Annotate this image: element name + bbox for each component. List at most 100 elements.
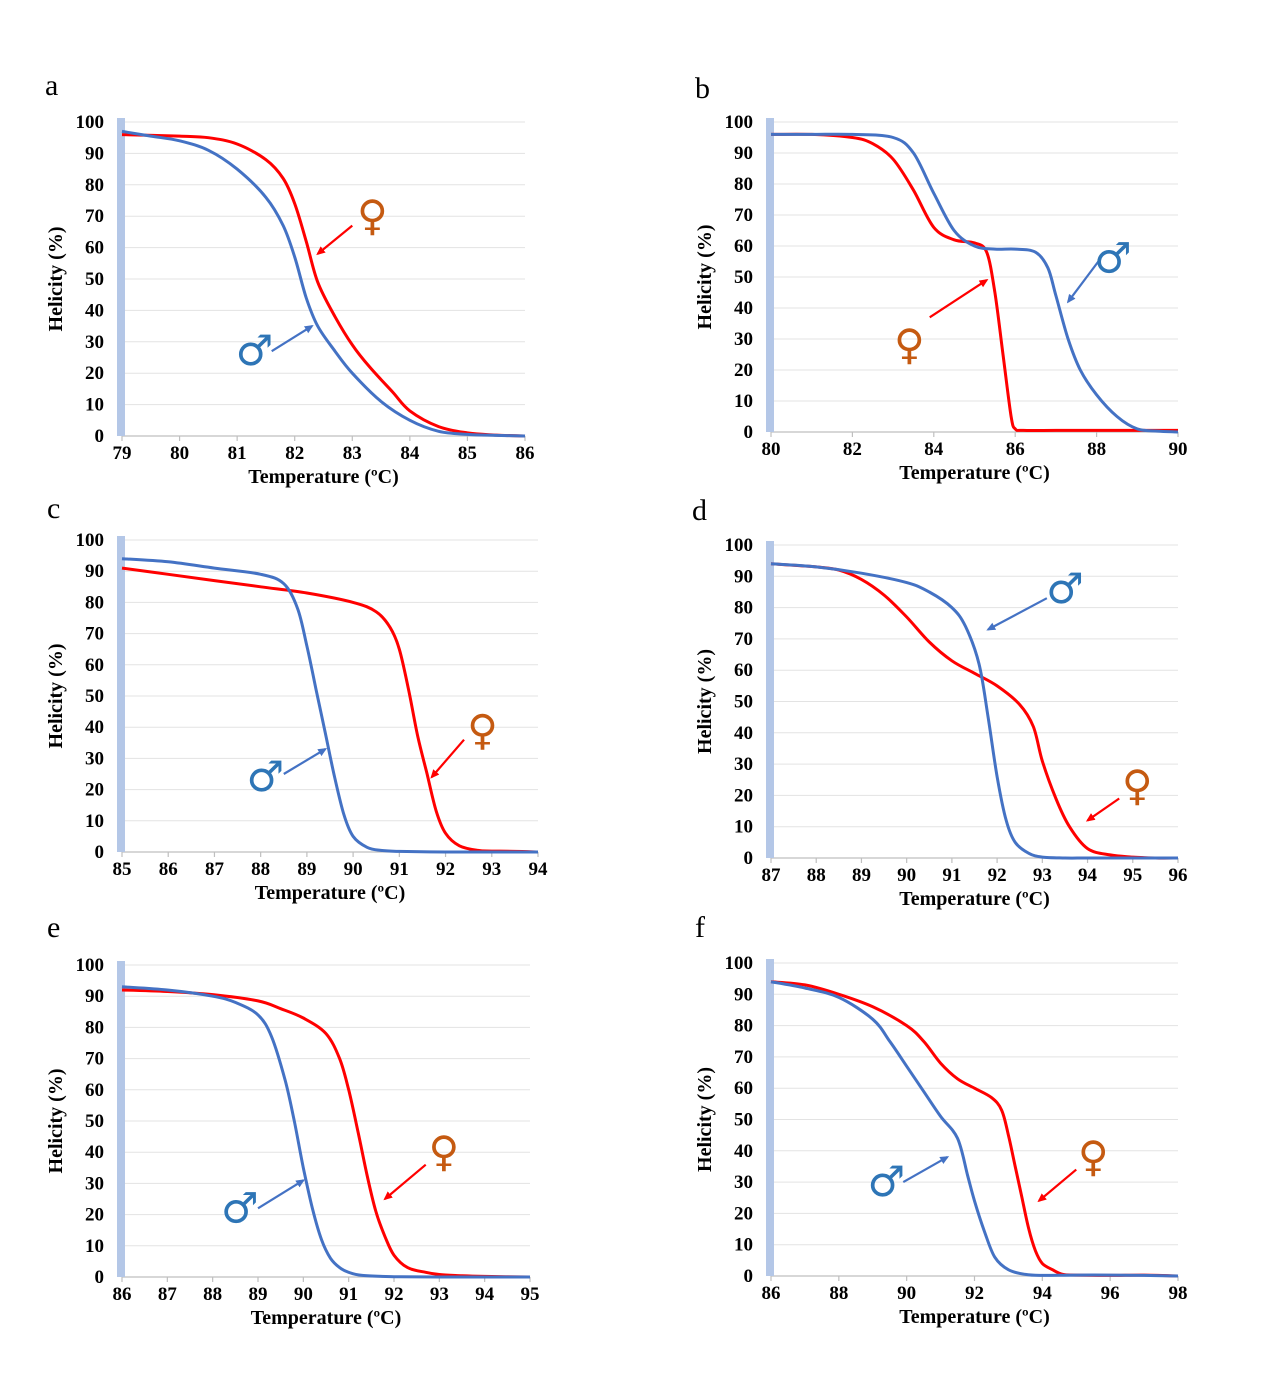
y-tick-label: 10: [85, 1236, 104, 1257]
y-tick-label: 80: [734, 174, 753, 195]
y-tick-label: 100: [725, 112, 754, 133]
y-tick-label: 0: [95, 1267, 105, 1288]
y-tick-label: 70: [734, 629, 753, 650]
x-tick-label: 80: [170, 443, 189, 464]
y-tick-label: 0: [95, 426, 105, 447]
x-axis-title: Temperature (ºC): [248, 466, 398, 488]
y-tick-label: 20: [85, 1205, 104, 1226]
male-symbol-icon: ♂: [221, 1183, 259, 1232]
x-tick-label: 86: [516, 443, 535, 464]
panel-a: a 0 10 20 30 40 50 60 70 80 90 100 79 80 81 82 83 84 85 86…: [45, 69, 535, 488]
x-tick-label: 85: [458, 443, 477, 464]
x-tick-label: 98: [1169, 1283, 1188, 1304]
male-symbol-icon: ♂: [867, 1157, 905, 1206]
y-tick-label: 0: [744, 422, 754, 443]
x-tick-label: 90: [344, 859, 363, 880]
female-series-line: [121, 988, 531, 1279]
male-symbol-icon: ♂: [1046, 564, 1084, 613]
x-tick-label: 92: [385, 1284, 404, 1305]
x-tick-label: 86: [113, 1284, 132, 1305]
female-arrow: [1085, 797, 1120, 822]
y-tick-label: 10: [734, 1235, 753, 1256]
x-tick-label: 86: [762, 1283, 781, 1304]
y-tick-label: 0: [744, 848, 754, 869]
y-tick-label: 40: [734, 298, 753, 319]
y-tick-label: 100: [725, 535, 754, 556]
male-arrow: [902, 1156, 950, 1184]
x-tick-label: 84: [400, 443, 420, 464]
female-series-line: [770, 132, 1178, 433]
y-axis-title: Helicity (%): [45, 644, 67, 749]
y-tick-label: 50: [85, 686, 104, 707]
y-tick-label: 20: [734, 785, 753, 806]
x-tick-label: 90: [1169, 439, 1188, 460]
y-tick-label: 30: [85, 748, 104, 769]
x-tick-label: 87: [205, 859, 225, 880]
x-tick-label: 82: [285, 443, 304, 464]
y-tick-label: 100: [725, 953, 754, 974]
y-axis-title: Helicity (%): [45, 227, 67, 332]
x-axis-title: Temperature (ºC): [899, 888, 1049, 910]
y-tick-label: 60: [734, 660, 753, 681]
y-tick-label: 50: [734, 267, 753, 288]
panel-f: f 0 10 20 30 40 50 60 70 80 90 100 86 88 90 92 94 96 98 Te…: [694, 911, 1188, 1328]
y-tick-label: 20: [85, 363, 104, 384]
y-tick-label: 30: [85, 332, 104, 353]
y-tick-label: 30: [734, 1172, 753, 1193]
y-tick-label: 80: [85, 592, 104, 613]
y-tick-label: 100: [76, 955, 105, 976]
panel-label: a: [45, 69, 58, 102]
x-axis-title: Temperature (ºC): [899, 462, 1049, 484]
y-tick-label: 10: [85, 811, 104, 832]
y-axis-title: Helicity (%): [694, 1067, 716, 1172]
x-tick-label: 89: [852, 865, 871, 886]
y-tick-label: 10: [734, 817, 753, 838]
x-tick-label: 92: [965, 1283, 984, 1304]
x-tick-label: 88: [829, 1283, 848, 1304]
x-tick-label: 90: [897, 1283, 916, 1304]
x-tick-label: 96: [1101, 1283, 1120, 1304]
x-tick-label: 94: [1033, 1283, 1053, 1304]
x-tick-label: 91: [390, 859, 409, 880]
x-tick-label: 87: [762, 865, 782, 886]
x-tick-label: 88: [1087, 439, 1106, 460]
panel-label: e: [47, 911, 60, 944]
x-tick-label: 81: [228, 443, 247, 464]
y-tick-label: 40: [85, 300, 104, 321]
male-symbol-icon: ♂: [236, 326, 274, 375]
y-tick-label: 40: [85, 717, 104, 738]
panel-b: b 0 10 20 30 40 50 60 70 80 90 100 80 82 84 86 88 90 Temp…: [694, 72, 1188, 484]
x-tick-label: 94: [529, 859, 549, 880]
x-tick-label: 89: [297, 859, 316, 880]
y-axis-bar: [117, 536, 125, 852]
x-tick-label: 86: [159, 859, 178, 880]
male-series-line: [770, 562, 1178, 860]
y-axis-bar: [117, 961, 125, 1277]
x-tick-label: 93: [482, 859, 501, 880]
y-tick-label: 0: [95, 842, 105, 863]
x-tick-label: 92: [988, 865, 1007, 886]
male-series-line: [770, 980, 1179, 1278]
x-tick-label: 90: [294, 1284, 313, 1305]
y-tick-label: 50: [85, 269, 104, 290]
female-arrow: [1037, 1168, 1077, 1203]
y-tick-label: 70: [85, 1049, 104, 1070]
female-symbol-icon: ♀: [357, 191, 388, 240]
female-symbol-icon: ♀: [1122, 761, 1153, 810]
y-axis-title: Helicity (%): [45, 1069, 67, 1174]
panel-label: d: [692, 494, 707, 527]
y-tick-label: 70: [85, 206, 104, 227]
male-arrow: [257, 1179, 306, 1210]
y-tick-label: 60: [734, 1078, 753, 1099]
female-arrow: [430, 738, 465, 779]
x-tick-label: 92: [436, 859, 455, 880]
male-series-line: [121, 557, 538, 854]
x-tick-label: 91: [339, 1284, 358, 1305]
y-tick-label: 90: [734, 984, 753, 1005]
y-tick-label: 20: [85, 780, 104, 801]
y-axis-bar: [766, 118, 774, 432]
y-tick-label: 60: [85, 655, 104, 676]
x-tick-label: 91: [942, 865, 961, 886]
panel-e: e 0 10 20 30 40 50 60 70 80 90 100 86 87 88 89 90 91 92 93…: [45, 911, 540, 1329]
y-tick-label: 100: [76, 530, 105, 551]
